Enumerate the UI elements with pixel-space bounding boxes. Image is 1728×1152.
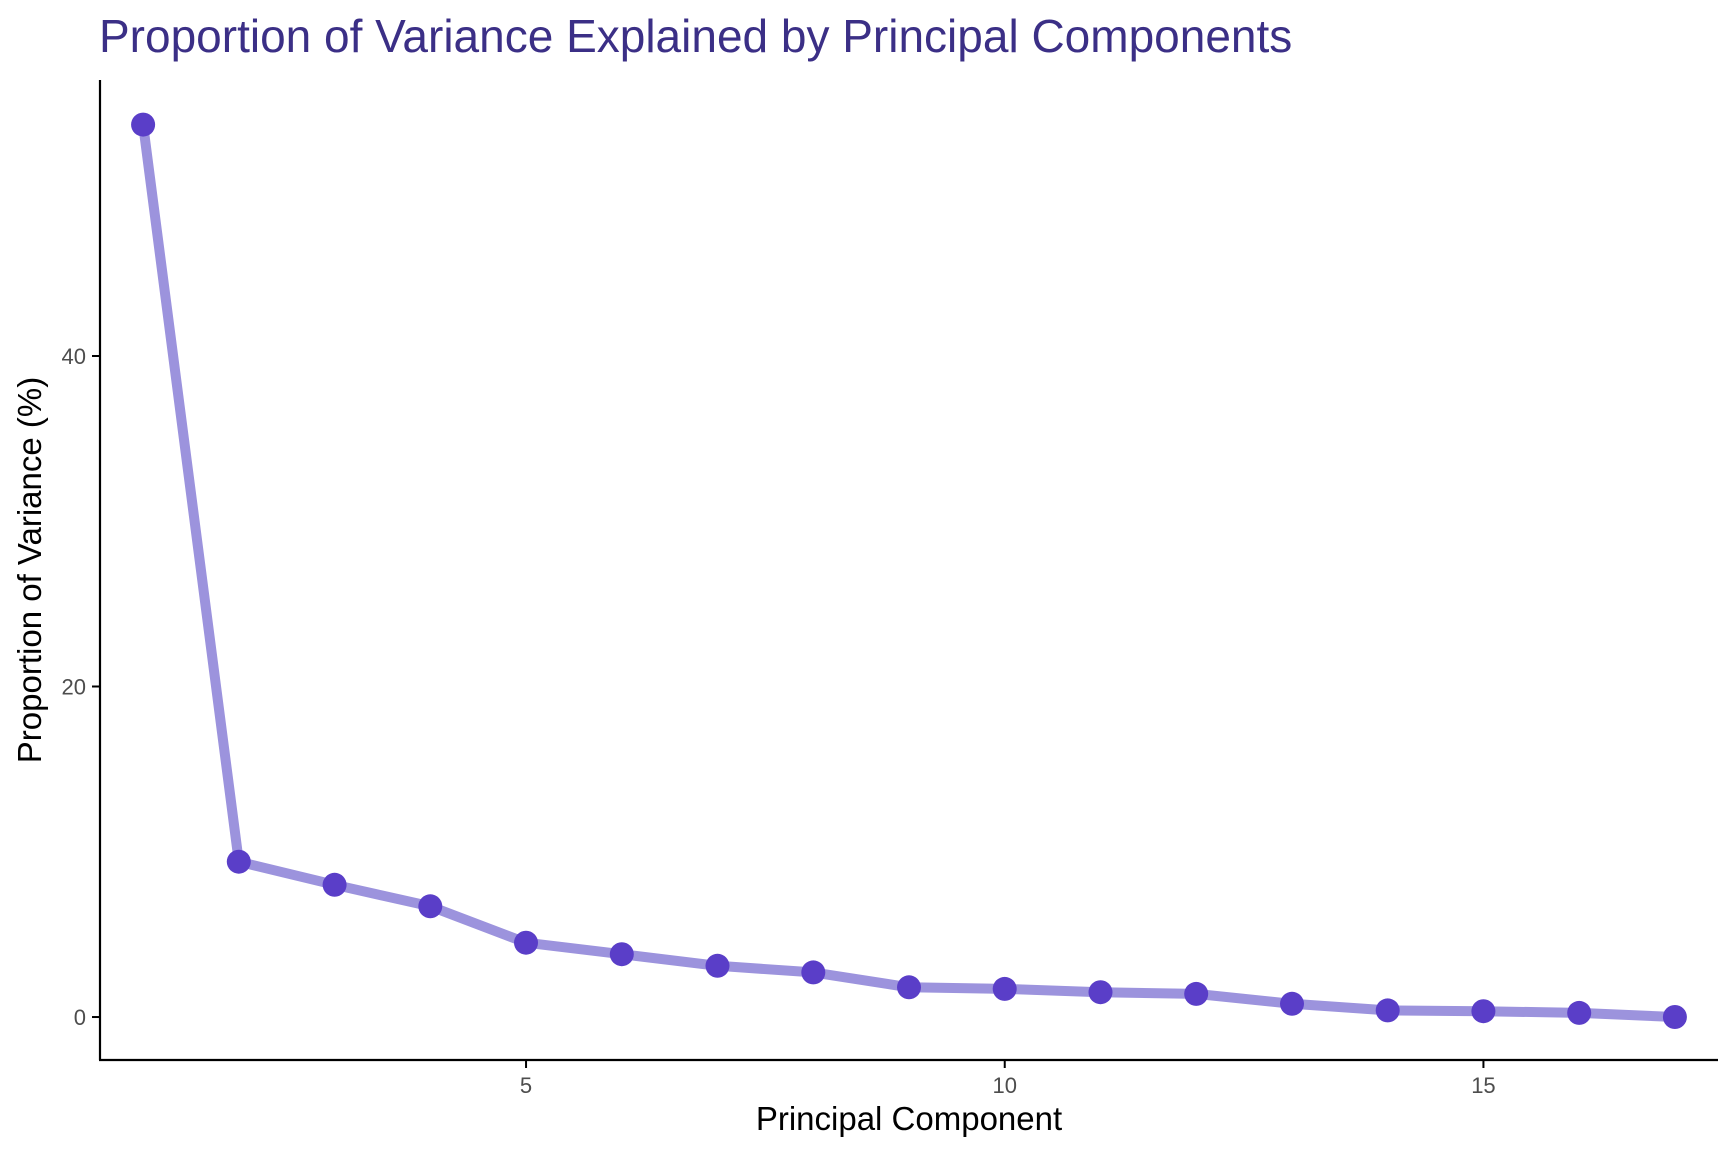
data-point xyxy=(1567,1000,1592,1025)
data-point xyxy=(1088,980,1113,1005)
data-point xyxy=(514,930,538,955)
y-tick-label: 0 xyxy=(74,1005,86,1030)
data-point xyxy=(1662,1005,1687,1029)
data-point xyxy=(609,942,634,967)
data-point xyxy=(418,894,443,919)
data-point xyxy=(992,976,1017,1001)
data-point xyxy=(801,960,826,985)
data-point xyxy=(1184,981,1209,1006)
data-point xyxy=(897,975,921,1000)
data-point xyxy=(131,112,156,137)
y-tick-label: 40 xyxy=(62,344,86,369)
series-line xyxy=(138,119,1680,1022)
x-tick-label: 15 xyxy=(1471,1073,1495,1098)
data-point xyxy=(322,872,347,897)
y-tick-label: 20 xyxy=(62,675,86,700)
data-point xyxy=(226,849,251,874)
data-point xyxy=(1375,998,1400,1023)
x-tick-label: 5 xyxy=(520,1073,532,1098)
plot-area xyxy=(131,112,1687,1029)
data-point xyxy=(1280,991,1304,1016)
axis-ticks: 5 10 15 0 20 40 xyxy=(62,344,1496,1098)
x-tick-label: 10 xyxy=(992,1073,1016,1098)
chart-title: Proportion of Variance Explained by Prin… xyxy=(99,10,1292,62)
data-point xyxy=(705,953,730,978)
x-axis-title: Principal Component xyxy=(756,1100,1062,1137)
y-axis-title: Proportion of Variance (%) xyxy=(11,377,48,763)
data-point xyxy=(1471,999,1496,1024)
